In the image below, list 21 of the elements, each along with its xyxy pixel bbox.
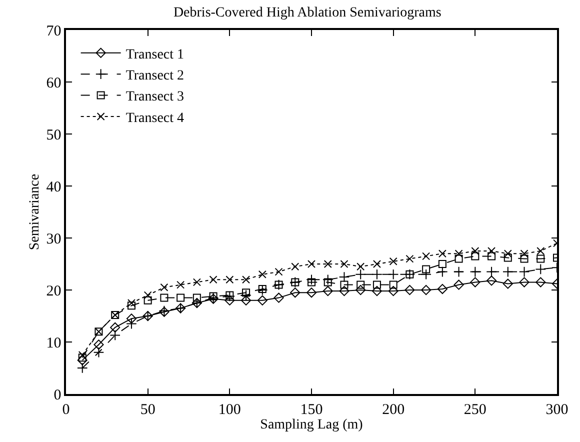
y-tick-label: 70: [46, 23, 62, 40]
y-tick-label: 0: [54, 387, 62, 404]
y-tick-label: 30: [46, 231, 62, 248]
y-tick-label: 10: [46, 335, 62, 352]
y-tick-label: 40: [46, 179, 62, 196]
legend-label: Transect 4: [126, 110, 184, 126]
x-tick-label: 200: [382, 402, 405, 418]
legend-label: Transect 3: [126, 90, 184, 105]
y-axis-title: Semivariance: [27, 174, 42, 250]
y-tick-label: 60: [46, 75, 62, 92]
x-tick-label: 50: [140, 402, 156, 418]
x-tick-label: 150: [300, 402, 323, 418]
legend-label: Transect 2: [126, 68, 184, 84]
legend-label: Transect 1: [126, 47, 184, 62]
x-tick-label: 100: [218, 402, 241, 418]
x-tick-label: 300: [546, 402, 568, 418]
y-tick-label: 20: [46, 283, 62, 300]
x-tick-label: 250: [464, 402, 486, 418]
x-axis-title: Sampling Lag (m): [260, 418, 364, 433]
y-tick-label: 50: [46, 127, 62, 144]
chart-title: Debris-Covered High Ablation Semivariograms: [173, 5, 442, 20]
